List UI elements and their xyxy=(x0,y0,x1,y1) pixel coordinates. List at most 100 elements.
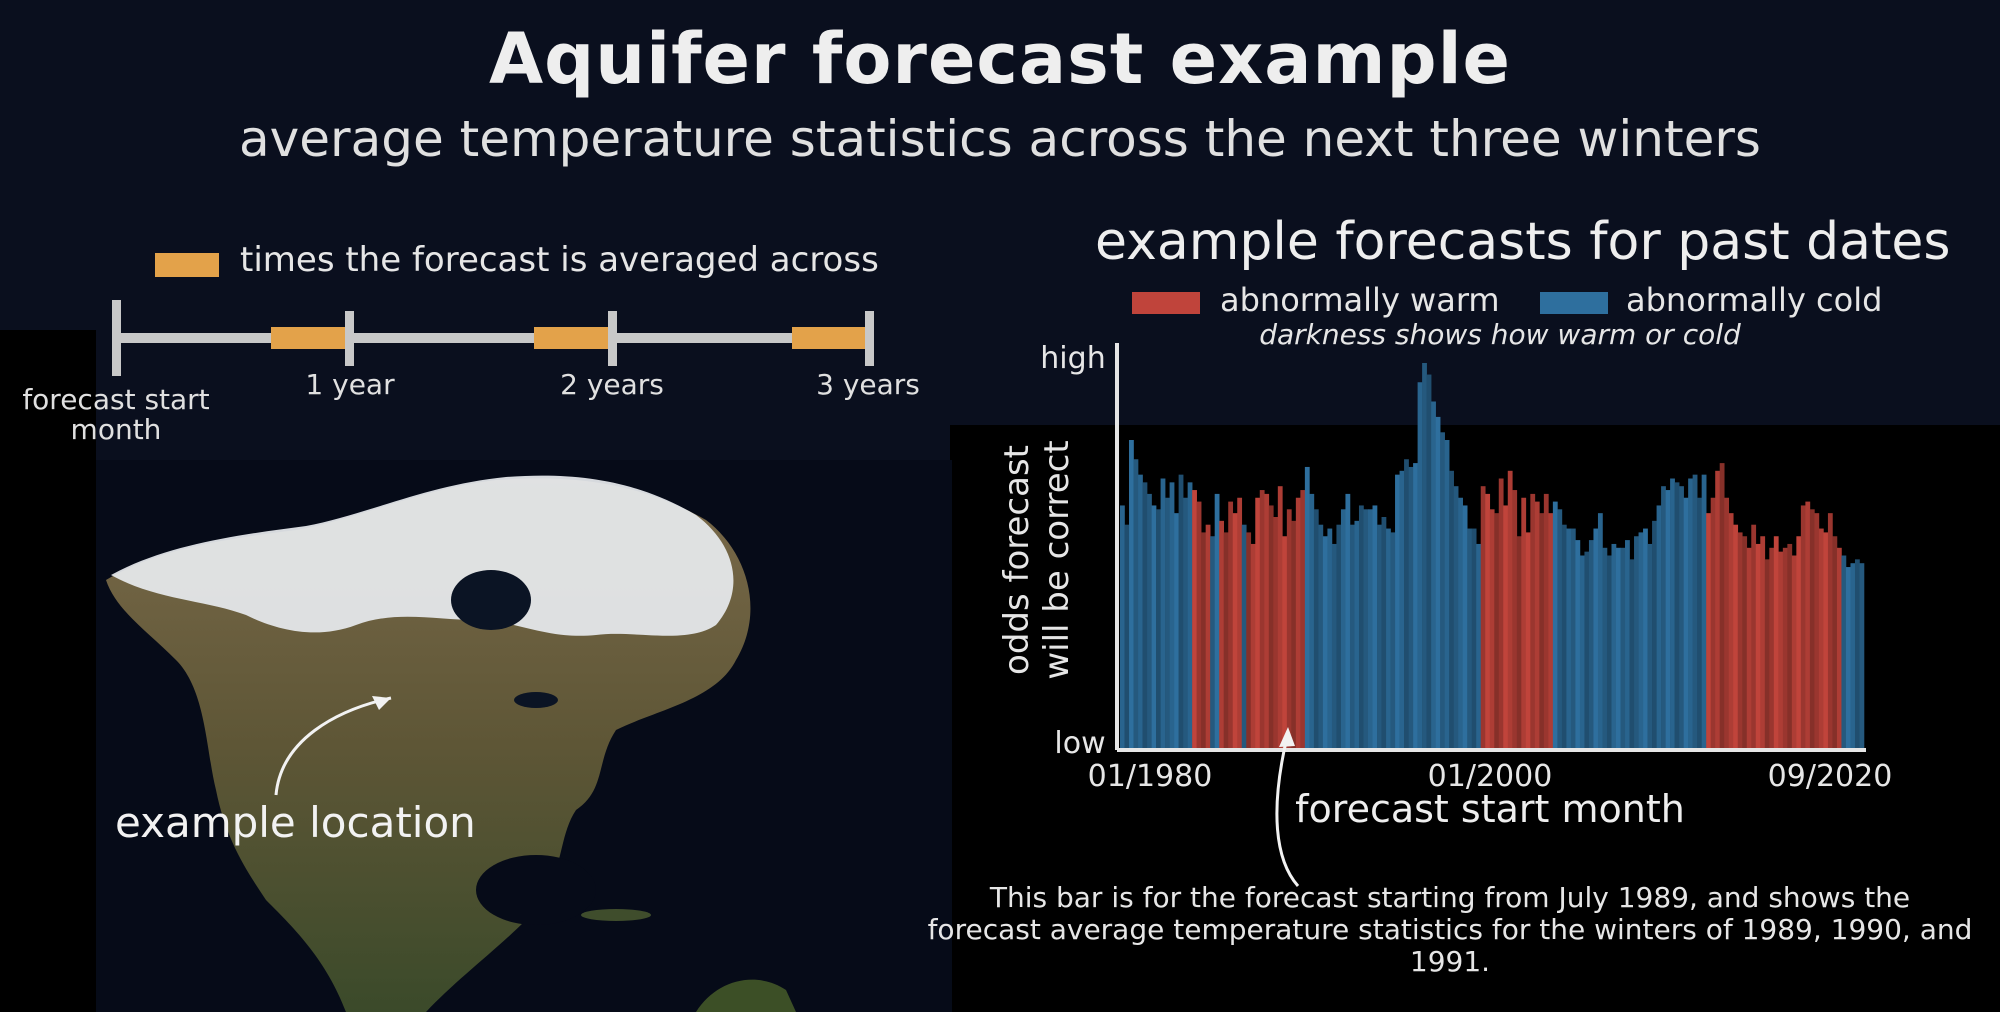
bar-cold-9 xyxy=(1160,478,1166,748)
bar-warm-95 xyxy=(1548,513,1554,748)
bar-cold-1 xyxy=(1124,524,1130,748)
legend-note: darkness shows how warm or cold xyxy=(1259,318,1741,351)
bar-warm-136 xyxy=(1733,524,1739,748)
bar-warm-38 xyxy=(1291,520,1297,748)
bar-warm-26 xyxy=(1237,497,1243,748)
legend-swatch-cold xyxy=(1540,292,1608,314)
bar-cold-12 xyxy=(1174,513,1179,748)
bar-warm-88 xyxy=(1516,536,1522,748)
timeline-tick-2-years xyxy=(608,311,617,366)
bar-cold-41 xyxy=(1304,466,1310,748)
bar-warm-33 xyxy=(1268,505,1274,748)
bar-cold-111 xyxy=(1620,547,1626,748)
bar-cold-103 xyxy=(1584,551,1590,748)
bar-cold-107 xyxy=(1602,547,1608,748)
bar-cold-3 xyxy=(1133,459,1139,748)
y-tick-high: high xyxy=(1040,341,1105,376)
bar-warm-31 xyxy=(1259,490,1265,748)
south-america xyxy=(696,979,796,1012)
bar-warm-89 xyxy=(1521,497,1527,748)
bar-warm-140 xyxy=(1751,524,1757,748)
bar-warm-85 xyxy=(1503,505,1509,748)
timeline-label-3-years: 3 years xyxy=(816,368,920,401)
bar-cold-53 xyxy=(1358,505,1364,748)
y-axis-label-line2: will be correct xyxy=(1037,440,1077,679)
bar-cold-160 xyxy=(1841,555,1847,748)
bar-warm-149 xyxy=(1791,555,1797,748)
bar-warm-18 xyxy=(1201,532,1206,748)
timeline-tick-1-year xyxy=(345,311,354,366)
x-tick-label-1980: 01/1980 xyxy=(1088,759,1213,794)
bar-cold-102 xyxy=(1579,555,1585,748)
bar-warm-131 xyxy=(1710,497,1716,748)
bar-warm-82 xyxy=(1489,509,1495,748)
bar-warm-138 xyxy=(1742,536,1748,748)
background-panel-left xyxy=(0,330,96,1012)
bar-warm-135 xyxy=(1728,513,1734,748)
bar-warm-137 xyxy=(1737,532,1743,748)
bar-cold-73 xyxy=(1449,470,1454,748)
gulf-of-mexico xyxy=(476,855,596,925)
bar-warm-151 xyxy=(1800,505,1806,748)
bar-cold-56 xyxy=(1372,505,1378,748)
bar-cold-69 xyxy=(1431,401,1436,748)
bar-warm-25 xyxy=(1232,513,1238,748)
timeline-legend-label: times the forecast is averaged across xyxy=(240,240,879,280)
bars-group xyxy=(1120,363,1865,748)
x-tick-label-2020: 09/2020 xyxy=(1768,759,1893,794)
bar-warm-37 xyxy=(1286,509,1292,748)
bar-warm-147 xyxy=(1782,547,1788,748)
map-annotation: example location xyxy=(115,798,476,847)
callout-arrow xyxy=(1275,736,1300,887)
page-title: Aquifer forecast example xyxy=(488,18,1512,100)
bar-cold-14 xyxy=(1183,497,1188,748)
bar-cold-10 xyxy=(1165,497,1170,748)
bar-cold-63 xyxy=(1404,459,1409,748)
annotation-arrowhead xyxy=(372,696,391,710)
y-axis-label-line1: odds forecast xyxy=(997,445,1037,675)
bar-cold-70 xyxy=(1435,416,1441,748)
bar-warm-86 xyxy=(1507,470,1513,748)
chart-title: example forecasts for past dates xyxy=(1095,212,1951,272)
caption-line-1: This bar is for the forecast starting fr… xyxy=(989,881,1911,914)
bar-warm-32 xyxy=(1264,493,1270,748)
bar-cold-71 xyxy=(1440,432,1445,748)
snow-cover xyxy=(111,475,734,636)
timeline-tick-start xyxy=(112,300,121,376)
legend-swatch-warm xyxy=(1132,292,1200,314)
bar-cold-5 xyxy=(1142,482,1148,748)
bar-warm-133 xyxy=(1719,463,1725,748)
bar-cold-72 xyxy=(1444,440,1450,748)
bar-warm-143 xyxy=(1764,559,1770,748)
bar-cold-67 xyxy=(1422,363,1427,748)
bar-warm-83 xyxy=(1494,513,1500,748)
bar-cold-99 xyxy=(1566,528,1572,748)
bar-cold-68 xyxy=(1426,374,1432,748)
bar-cold-96 xyxy=(1552,501,1558,748)
bar-cold-76 xyxy=(1462,505,1468,748)
bar-cold-58 xyxy=(1381,517,1387,748)
bar-cold-74 xyxy=(1453,486,1459,748)
bar-warm-142 xyxy=(1760,536,1766,748)
bar-warm-19 xyxy=(1205,524,1211,748)
x-tick-label-2000: 01/2000 xyxy=(1428,759,1553,794)
timeline-label-1-year: 1 year xyxy=(305,368,395,401)
bar-cold-127 xyxy=(1692,474,1698,748)
timeline-period-1 xyxy=(271,327,345,349)
bar-warm-141 xyxy=(1755,543,1761,748)
bar-cold-64 xyxy=(1408,466,1414,748)
bar-cold-124 xyxy=(1679,486,1684,748)
bar-cold-118 xyxy=(1652,520,1657,748)
bar-cold-126 xyxy=(1688,478,1693,748)
bar-cold-104 xyxy=(1588,540,1594,748)
bar-cold-121 xyxy=(1665,490,1671,748)
bar-cold-122 xyxy=(1670,478,1675,748)
bar-cold-54 xyxy=(1363,509,1369,748)
timeline-label-2-years: 2 years xyxy=(560,368,664,401)
bar-cold-117 xyxy=(1647,543,1653,748)
bar-cold-125 xyxy=(1683,497,1689,748)
bar-cold-98 xyxy=(1561,524,1567,748)
bar-warm-156 xyxy=(1823,532,1829,748)
bar-warm-92 xyxy=(1534,501,1540,748)
bar-warm-36 xyxy=(1282,536,1288,748)
